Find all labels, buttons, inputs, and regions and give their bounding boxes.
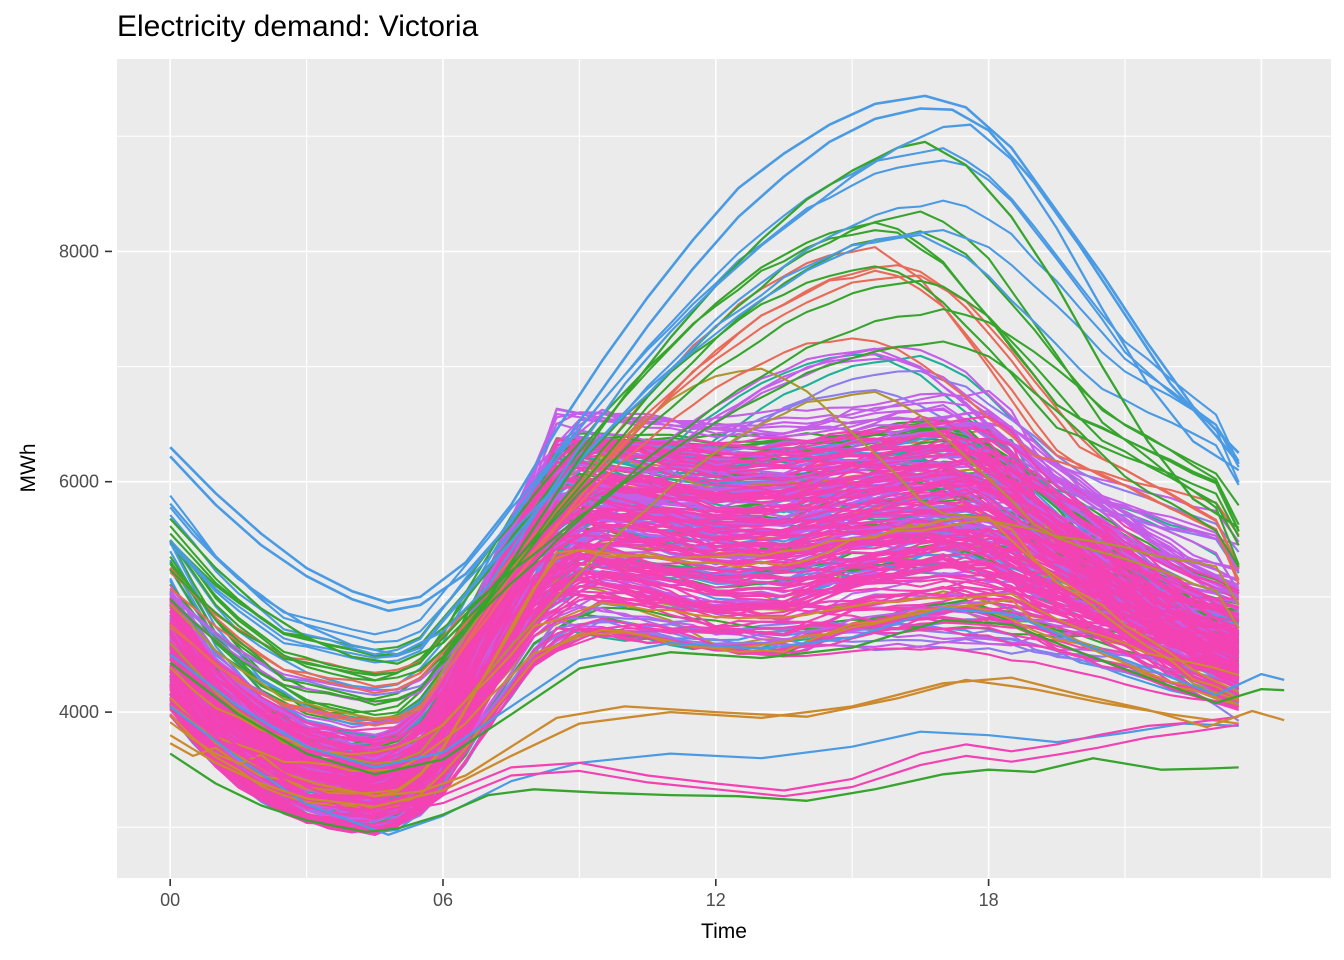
demand-line-salmon-high bbox=[169, 269, 1240, 722]
y-tick-label-4000: 4000 bbox=[59, 702, 99, 722]
x-tick-label-06: 06 bbox=[433, 890, 453, 910]
x-tick-label-00: 00 bbox=[160, 890, 180, 910]
demand-line-olive-high bbox=[169, 367, 1240, 720]
demand-line-magenta-bulk bbox=[169, 500, 1240, 732]
demand-line-hot-day-blue-3 bbox=[169, 123, 1240, 656]
demand-line-magenta-bulk bbox=[169, 444, 1240, 748]
demand-line-blue-high bbox=[169, 233, 1240, 659]
demand-line-dst-day-green bbox=[169, 618, 1285, 776]
demand-line-green-high bbox=[169, 279, 1240, 676]
demand-line-magenta-bulk bbox=[169, 499, 1240, 751]
demand-line-blue-high bbox=[169, 229, 1240, 644]
chart-title: Electricity demand: Victoria bbox=[117, 10, 479, 43]
y-tick-label-8000: 8000 bbox=[59, 241, 99, 261]
x-axis-ticks: 00 06 12 18 bbox=[160, 879, 999, 910]
y-axis-ticks: 4000 6000 8000 bbox=[59, 241, 112, 722]
demand-line-hottest-day-blue-1 bbox=[169, 94, 1240, 605]
demand-line-blue-high bbox=[169, 199, 1240, 664]
x-tick-label-18: 18 bbox=[979, 890, 999, 910]
demand-line-blue-high bbox=[169, 147, 1240, 656]
demand-line-salmon-high bbox=[169, 337, 1240, 688]
demand-line-magenta-bulk bbox=[169, 578, 1239, 767]
demand-line-dst-day-blue bbox=[169, 607, 1285, 769]
x-axis-title: Time bbox=[701, 920, 747, 943]
x-tick-label-12: 12 bbox=[706, 890, 726, 910]
demand-line-cool-day-green-low bbox=[169, 752, 1239, 834]
demand-line-dst-day-orange bbox=[169, 676, 1285, 808]
y-axis-title: MWh bbox=[17, 444, 40, 493]
demand-line-low-pink-2 bbox=[169, 702, 1239, 819]
demand-line-green-high bbox=[169, 340, 1240, 657]
demand-line-green-high bbox=[169, 230, 1240, 706]
demand-line-autumn-orange-zigzag bbox=[169, 678, 1239, 798]
demand-line-low-pink-1 bbox=[169, 693, 1239, 812]
demand-line-orange-bulk bbox=[169, 592, 1240, 756]
demand-line-magenta-bulk bbox=[169, 487, 1240, 789]
demand-line-olive-high bbox=[169, 390, 1240, 765]
demand-line-violet-bulk bbox=[169, 410, 1240, 742]
demand-line-green-high bbox=[169, 221, 1240, 677]
demand-line-hottest-day-blue-2 bbox=[169, 107, 1240, 613]
demand-line-blue-high bbox=[169, 159, 1240, 636]
demand-line-magenta-bulk bbox=[169, 532, 1240, 832]
demand-lines bbox=[169, 94, 1285, 836]
y-tick-label-6000: 6000 bbox=[59, 472, 99, 492]
demand-line-orange-bulk bbox=[169, 518, 1240, 795]
demand-line-magenta-bulk bbox=[169, 550, 1239, 805]
demand-line-magenta-bulk bbox=[169, 576, 1239, 821]
demand-line-green-high bbox=[169, 308, 1240, 682]
